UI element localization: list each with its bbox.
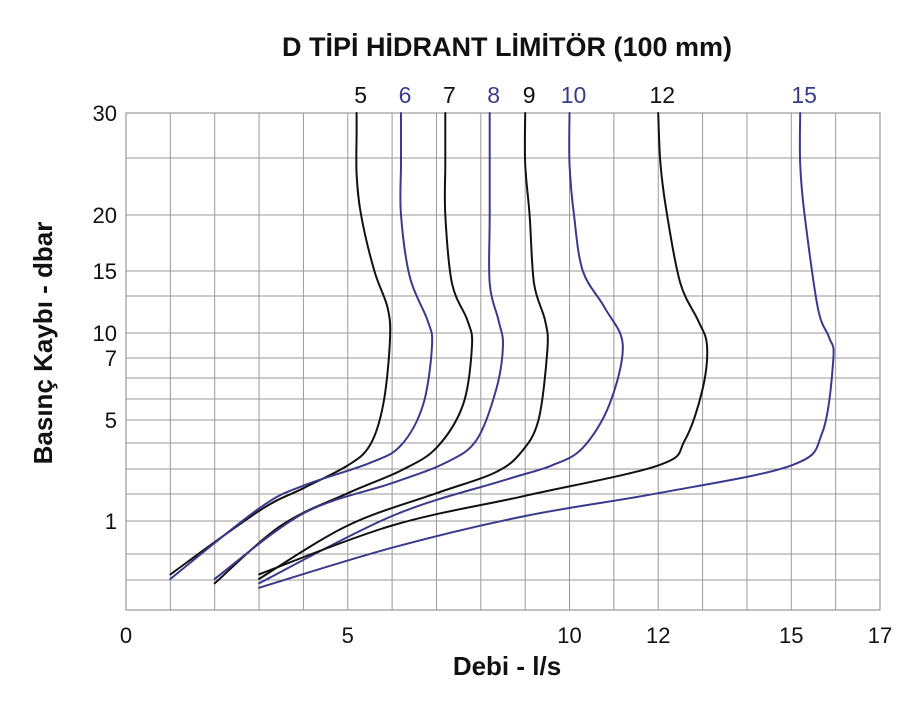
series-line-10 <box>258 112 624 585</box>
y-tick-label: 20 <box>93 203 117 228</box>
series-line-5 <box>169 112 392 576</box>
series-label-12: 12 <box>649 82 675 108</box>
series-line-15 <box>258 112 835 589</box>
plot-frame <box>125 112 881 611</box>
series-label-8: 8 <box>487 82 500 108</box>
x-tick-label: 5 <box>342 623 354 648</box>
y-axis-title: Basınç Kaybı - dbar <box>28 222 58 465</box>
series-label-5: 5 <box>354 82 367 108</box>
series-label-9: 9 <box>523 82 536 108</box>
y-tick-label: 7 <box>105 346 117 371</box>
y-tick-label: 30 <box>93 101 117 126</box>
series-line-6 <box>169 112 434 580</box>
x-tick-label: 15 <box>779 623 803 648</box>
x-tick-label: 12 <box>646 623 670 648</box>
x-tick-label: 0 <box>120 623 132 648</box>
plot-grid <box>125 112 881 611</box>
plot-curves <box>169 112 835 589</box>
y-tick-label: 10 <box>93 321 117 346</box>
y-tick-label: 15 <box>93 259 117 284</box>
x-tick-label: 17 <box>868 623 892 648</box>
series-label-10: 10 <box>561 82 587 108</box>
y-tick-label: 5 <box>105 408 117 433</box>
chart-title: D TİPİ HİDRANT LİMİTÖR (100 mm) <box>282 32 732 62</box>
x-tick-label: 10 <box>557 623 581 648</box>
y-tick-label: 1 <box>105 509 117 534</box>
series-line-8 <box>213 112 505 580</box>
x-axis-ticks: 0 5 10 12 15 17 <box>120 623 892 648</box>
series-line-12 <box>258 112 709 576</box>
x-axis-title: Debi - l/s <box>453 651 561 681</box>
series-line-9 <box>258 112 549 580</box>
series-labels: 5 6 7 8 9 10 12 15 <box>354 82 817 108</box>
series-label-7: 7 <box>443 82 456 108</box>
series-label-6: 6 <box>399 82 412 108</box>
series-label-15: 15 <box>791 82 817 108</box>
